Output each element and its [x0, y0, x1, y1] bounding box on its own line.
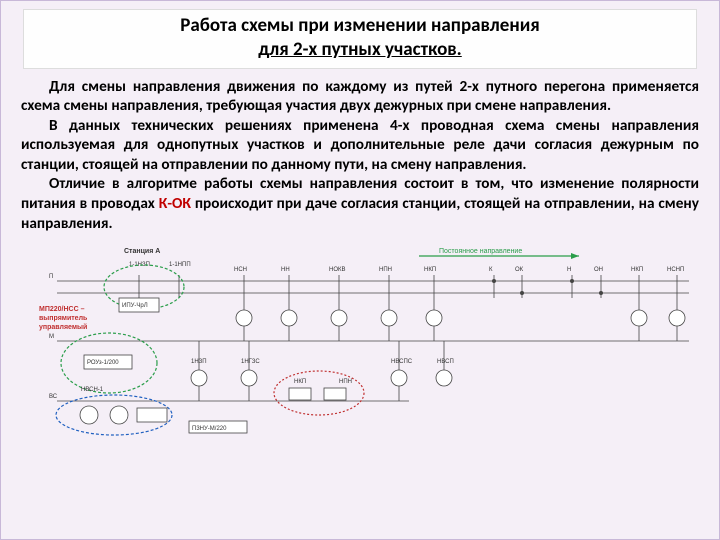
- lbl-b2: 1НГЗС: [241, 359, 260, 365]
- term-on: [599, 291, 603, 295]
- lbl-b5: НВСПС: [391, 359, 413, 365]
- p3-kok: К-ОК: [159, 194, 191, 213]
- paragraph-3: Отличие в алгоритме работы схемы направл…: [21, 174, 699, 233]
- lbl-t6: НКП: [424, 267, 436, 273]
- lbl-b3: НКП: [294, 379, 306, 385]
- lbl-l2: ВС: [49, 394, 58, 400]
- lbl-rouz: РОУз-1/200: [87, 360, 119, 366]
- lbl-t8: ОК: [515, 267, 524, 273]
- term-ok: [520, 291, 524, 295]
- station-a-label: Станция А: [124, 248, 160, 255]
- contacts-top: [139, 275, 677, 298]
- relay-coils: [236, 298, 685, 341]
- perm-dir-arrow-head: [571, 253, 579, 259]
- diagram-svg: Станция А Постоянное направление 1-1НЗП …: [19, 243, 699, 438]
- paragraph-1: Для смены направления движения по каждом…: [21, 77, 699, 116]
- perm-dir-label: Постоянное направление: [439, 248, 522, 255]
- title-line2: для 2-х путных участков.: [258, 38, 462, 61]
- coil-bl1: [80, 406, 98, 424]
- title-box: Работа схемы при изменении направления д…: [23, 9, 697, 69]
- lbl-l0: П: [49, 274, 53, 280]
- loop-r1: [274, 371, 364, 415]
- lbl-b6: НВСП: [437, 359, 454, 365]
- box-npn: [324, 388, 346, 400]
- lbl-t5: НПН: [379, 267, 392, 273]
- lbl-t12: НСНП: [667, 267, 684, 273]
- paragraph-2: В данных технических решениях применена …: [21, 116, 699, 175]
- box-nkp: [289, 388, 311, 400]
- coil-bl2: [110, 406, 128, 424]
- lbl-t9: Н: [567, 267, 571, 273]
- coil-b6: [436, 370, 452, 386]
- lbl-t3: НН: [281, 267, 290, 273]
- term-n: [570, 279, 574, 283]
- title-line1: Работа схемы при изменении направления: [180, 14, 540, 37]
- note-red-1: МП220/НСС –: [39, 306, 85, 313]
- lbl-t1: 1-1НПП: [169, 262, 191, 268]
- box-bl: [137, 408, 167, 422]
- lbl-t11: НКП: [631, 267, 643, 273]
- lbl-t7: К: [489, 267, 493, 273]
- term-k: [492, 279, 496, 283]
- coil-b2: [241, 370, 257, 386]
- lbl-b4: НПН: [339, 379, 352, 385]
- lbl-b0: НВСН-1: [81, 387, 104, 393]
- body-text: Для смены направления движения по каждом…: [21, 77, 699, 234]
- lbl-l1: М: [49, 334, 54, 340]
- note-red-2: выпрямитель: [39, 315, 88, 322]
- note-red-3: управляемый: [39, 323, 87, 331]
- circuit-diagram: Станция А Постоянное направление 1-1НЗП …: [19, 243, 699, 438]
- coil-b1: [191, 370, 207, 386]
- lbl-pznu: П3НУ-М/220: [192, 426, 227, 432]
- page-title: Работа схемы при изменении направления д…: [34, 14, 686, 62]
- lbl-ipu: ИПУ-ЧрЛ: [122, 303, 148, 309]
- lbl-t2: НСН: [234, 267, 247, 273]
- coil-b5: [391, 370, 407, 386]
- slide-page: Работа схемы при изменении направления д…: [0, 0, 720, 540]
- lbl-t10: ОН: [594, 267, 603, 273]
- lbl-t4: НОКВ: [329, 267, 346, 273]
